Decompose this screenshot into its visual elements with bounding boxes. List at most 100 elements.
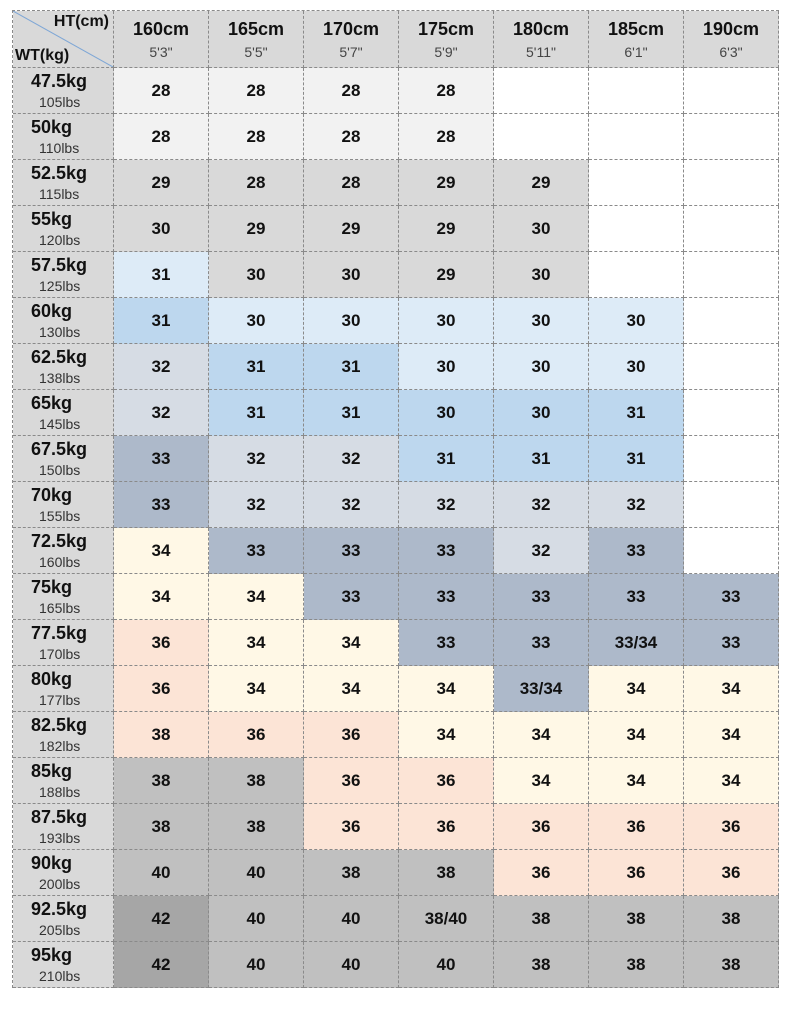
size-value: 38: [151, 770, 171, 790]
size-cell: [684, 114, 779, 160]
size-cell: [589, 160, 684, 206]
size-cell: 38: [589, 896, 684, 942]
weight-lbs: 193lbs: [39, 830, 81, 846]
size-value: 40: [246, 908, 266, 928]
weight-kg: 55kg: [31, 209, 73, 229]
size-value: 31: [531, 448, 551, 468]
size-cell: 28: [209, 68, 304, 114]
height-ft: 6'1": [624, 43, 648, 60]
size-cell: 34: [209, 666, 304, 712]
size-cell: 38: [209, 804, 304, 850]
size-cell: 36: [684, 850, 779, 896]
size-cell: 36: [494, 804, 589, 850]
size-value: 38: [246, 770, 266, 790]
size-cell: 30: [209, 298, 304, 344]
size-value: 33: [246, 540, 266, 560]
weight-lbs: 150lbs: [39, 462, 81, 478]
size-cell: 34: [494, 712, 589, 758]
size-value: 38: [626, 908, 646, 928]
size-cell: 30: [494, 344, 589, 390]
size-value: 29: [436, 172, 456, 192]
size-cell: 31: [399, 436, 494, 482]
weight-lbs: 130lbs: [39, 324, 81, 340]
weight-lbs: 125lbs: [39, 278, 81, 294]
size-value: 31: [341, 402, 361, 422]
weight-lbs: 182lbs: [39, 738, 81, 754]
size-cell: 38: [399, 850, 494, 896]
size-cell: 30: [494, 252, 589, 298]
size-cell: 33: [589, 528, 684, 574]
size-cell: 30: [494, 206, 589, 252]
size-value: 33/34: [519, 678, 563, 698]
row-header: 52.5kg 115lbs: [13, 160, 114, 206]
size-value: 30: [626, 310, 646, 330]
row-header: 87.5kg 193lbs: [13, 804, 114, 850]
row-header: 62.5kg 138lbs: [13, 344, 114, 390]
size-cell: [684, 160, 779, 206]
size-value: 32: [151, 356, 171, 376]
size-value: 32: [531, 540, 551, 560]
height-ft: 5'5": [244, 43, 268, 60]
size-cell: 34: [399, 712, 494, 758]
size-value: 38: [436, 862, 456, 882]
weight-lbs: 160lbs: [39, 554, 81, 570]
corner-cell: HT(cm) WT(kg): [13, 11, 114, 68]
row-header: 75kg 165lbs: [13, 574, 114, 620]
weight-kg: 60kg: [31, 301, 73, 321]
height-ft: 5'7": [339, 43, 363, 60]
size-cell: 33: [494, 620, 589, 666]
size-cell: 33/34: [494, 666, 589, 712]
size-cell: 42: [114, 896, 209, 942]
row-header: 77.5kg 170lbs: [13, 620, 114, 666]
size-cell: 31: [114, 252, 209, 298]
size-cell: 29: [399, 206, 494, 252]
weight-kg: 75kg: [31, 577, 73, 597]
size-cell: 31: [114, 298, 209, 344]
size-cell: 40: [399, 942, 494, 988]
size-cell: 32: [304, 436, 399, 482]
size-value: 38: [151, 816, 171, 836]
size-cell: 34: [494, 758, 589, 804]
size-cell: 32: [304, 482, 399, 528]
size-cell: 29: [114, 160, 209, 206]
height-ft: 5'11": [526, 43, 556, 60]
height-ft: 5'9": [434, 43, 458, 60]
size-value: 33: [341, 586, 361, 606]
size-value: 40: [341, 954, 361, 974]
size-value: 36: [151, 678, 171, 698]
size-cell: 30: [494, 298, 589, 344]
weight-kg: 62.5kg: [31, 347, 88, 367]
size-cell: [684, 344, 779, 390]
size-cell: 29: [209, 206, 304, 252]
column-header: 165cm 5'5": [209, 11, 304, 68]
size-cell: 28: [304, 114, 399, 160]
size-value: 38: [151, 724, 171, 744]
size-value: 30: [436, 356, 456, 376]
size-cell: 36: [494, 850, 589, 896]
size-value: 29: [246, 218, 266, 238]
size-value: 30: [531, 264, 551, 284]
size-value: 36: [341, 724, 361, 744]
weight-lbs: 200lbs: [39, 876, 81, 892]
size-cell: 33/34: [589, 620, 684, 666]
row-header: 70kg 155lbs: [13, 482, 114, 528]
column-header: 175cm 5'9": [399, 11, 494, 68]
size-cell: 38: [304, 850, 399, 896]
row-header: 95kg 210lbs: [13, 942, 114, 988]
weight-lbs: 205lbs: [39, 922, 81, 938]
size-value: 31: [341, 356, 361, 376]
size-cell: 31: [589, 390, 684, 436]
size-value: 32: [626, 494, 646, 514]
weight-kg: 72.5kg: [31, 531, 88, 551]
height-cm: 175cm: [417, 18, 475, 39]
size-cell: [589, 252, 684, 298]
size-cell: 32: [114, 390, 209, 436]
row-header: 92.5kg 205lbs: [13, 896, 114, 942]
size-cell: 32: [494, 482, 589, 528]
size-value: 33/34: [614, 632, 658, 652]
size-value: 34: [626, 770, 646, 790]
size-value: 29: [436, 264, 456, 284]
size-value: 28: [246, 126, 266, 146]
size-value: 36: [531, 816, 551, 836]
size-value: 36: [721, 862, 741, 882]
